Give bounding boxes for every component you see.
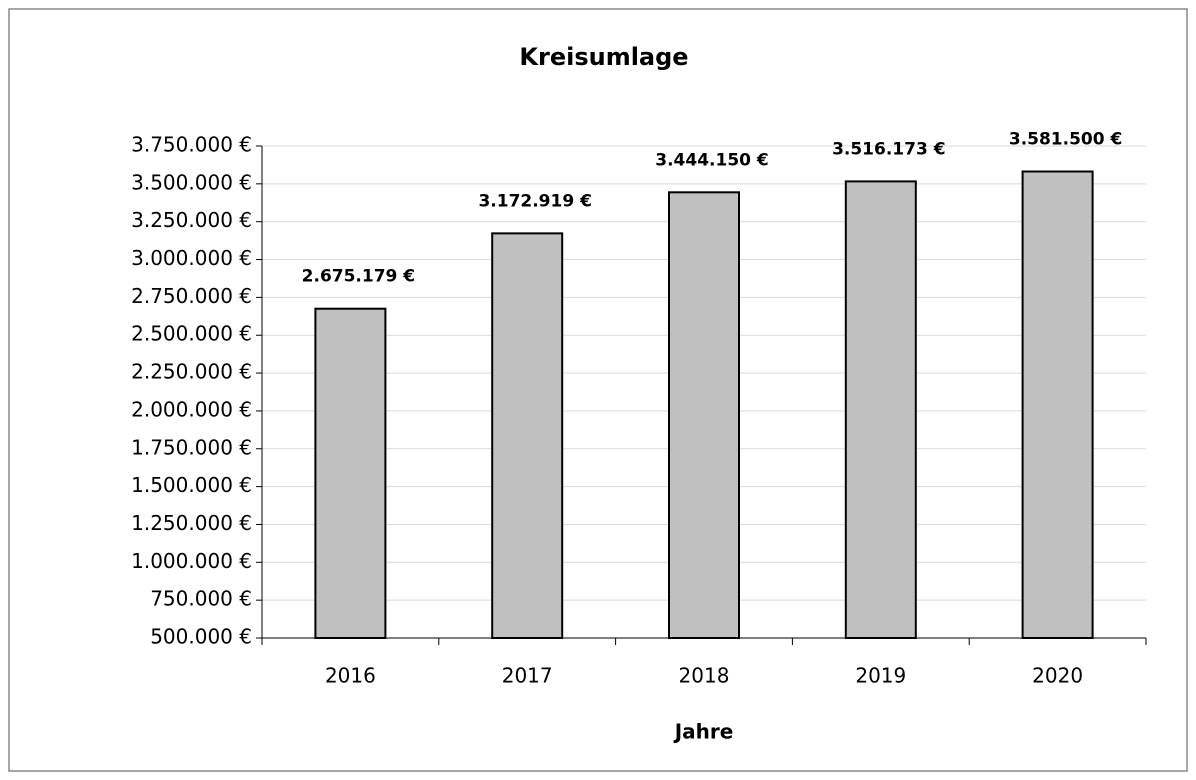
- y-tick-label: 3.250.000 €: [131, 208, 252, 232]
- x-axis-label: Jahre: [673, 720, 734, 744]
- x-tick-label: 2019: [855, 664, 906, 688]
- x-tick-label: 2016: [325, 664, 376, 688]
- y-tick-label: 3.750.000 €: [131, 133, 252, 157]
- y-tick-label: 2.500.000 €: [131, 322, 252, 346]
- data-label: 2.675.179 €: [302, 267, 415, 287]
- y-tick-label: 1.750.000 €: [131, 435, 252, 459]
- bar: [1021, 170, 1094, 639]
- bar: [491, 232, 564, 640]
- y-tick-label: 2.000.000 €: [131, 397, 252, 421]
- chart-frame: [8, 8, 1188, 772]
- y-tick-label: 3.000.000 €: [131, 246, 252, 270]
- x-tick-label: 2018: [679, 664, 730, 688]
- y-tick-label: 2.750.000 €: [131, 284, 252, 308]
- x-tick-label: 2020: [1032, 664, 1083, 688]
- bar: [314, 307, 387, 639]
- data-label: 3.172.919 €: [478, 191, 591, 211]
- y-tick-label: 1.500.000 €: [131, 473, 252, 497]
- chart-title: Kreisumlage: [519, 43, 688, 71]
- y-tick-label: 1.000.000 €: [131, 549, 252, 573]
- y-tick-label: 750.000 €: [150, 587, 252, 611]
- y-tick-label: 2.250.000 €: [131, 360, 252, 384]
- data-label: 3.444.150 €: [655, 150, 768, 170]
- bar: [844, 180, 917, 640]
- data-label: 3.516.173 €: [832, 139, 945, 159]
- x-tick-label: 2017: [502, 664, 553, 688]
- y-tick-label: 1.250.000 €: [131, 511, 252, 535]
- y-tick-label: 3.500.000 €: [131, 170, 252, 194]
- data-label: 3.581.500 €: [1009, 130, 1122, 150]
- y-tick-label: 500.000 €: [150, 625, 252, 649]
- bar: [668, 191, 740, 639]
